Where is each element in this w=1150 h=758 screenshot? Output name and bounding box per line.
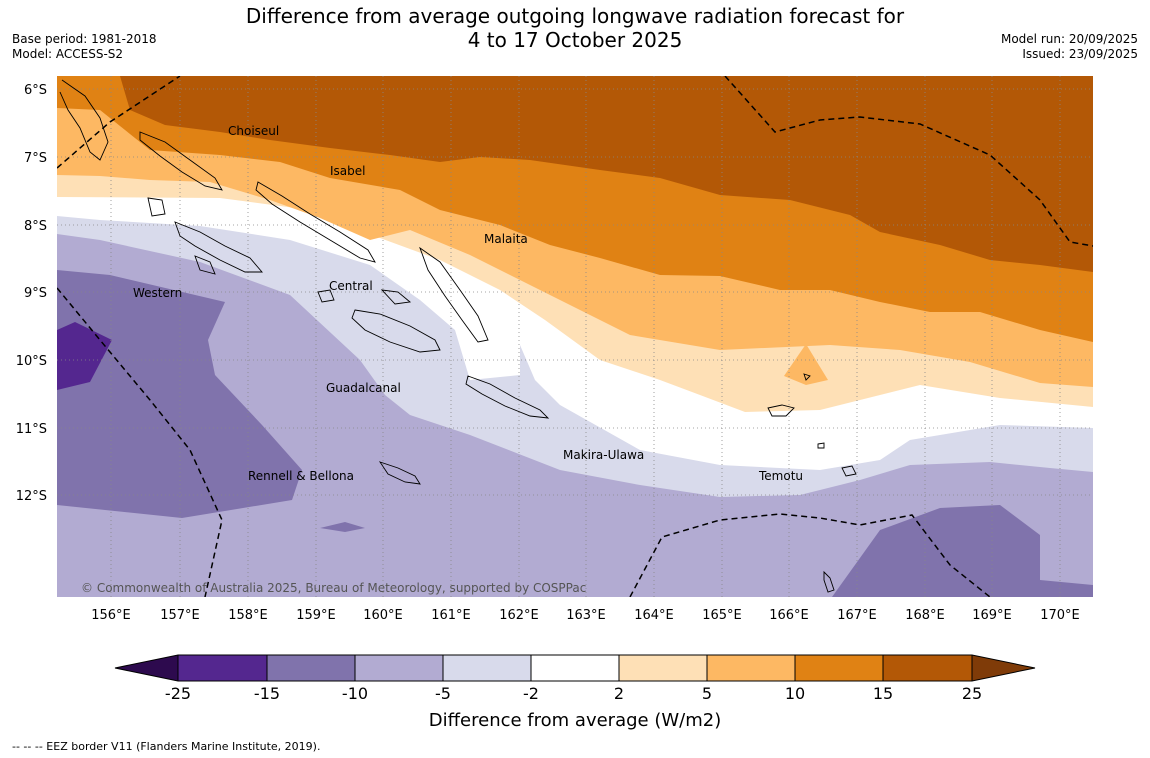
island-tikopia — [841, 465, 857, 477]
region-label-makira-ulawa: Makira-Ulawa — [563, 448, 644, 462]
colorbar-segment — [883, 655, 972, 681]
latitude-labels: 6°S 7°S 8°S 9°S 10°S 11°S 12°S — [16, 83, 47, 504]
island-choiseul — [139, 131, 223, 191]
colorbar-segment — [619, 655, 707, 681]
colorbar-segment — [707, 655, 795, 681]
island-bougainville — [59, 79, 109, 161]
eez-footnote: -- -- -- EEZ border V11 (Flanders Marine… — [12, 740, 321, 753]
band-n15-n10-east — [832, 505, 1093, 597]
island-isabel — [255, 181, 376, 263]
colorbar-segment — [443, 655, 531, 681]
lat-label: 11°S — [16, 422, 47, 437]
colorbar-tick: -2 — [523, 684, 539, 703]
colorbar-tick: 5 — [702, 684, 712, 703]
lon-label: 166°E — [769, 608, 809, 623]
map-area: Choiseul Isabel Malaita Western Central … — [57, 76, 1093, 597]
lat-label: 9°S — [24, 286, 47, 301]
lon-label: 156°E — [91, 608, 131, 623]
island-guadalcanal — [351, 309, 441, 353]
lon-label: 157°E — [160, 608, 200, 623]
region-label-guadalcanal: Guadalcanal — [326, 381, 401, 395]
colorbar-segment — [531, 655, 619, 681]
island-rendova — [194, 255, 216, 275]
colorbar-tick: -15 — [254, 684, 280, 703]
lon-label: 162°E — [499, 608, 539, 623]
coastlines — [59, 79, 857, 593]
island-duff — [803, 373, 811, 381]
island-malaita — [419, 246, 489, 343]
colorbar-tick: 25 — [962, 684, 982, 703]
lon-label: 165°E — [702, 608, 742, 623]
island-anuta — [823, 570, 835, 593]
meta-right: Model run: 20/09/2025 Issued: 23/09/2025 — [1001, 32, 1138, 62]
lat-label: 8°S — [24, 219, 47, 234]
meta-left: Base period: 1981-2018 Model: ACCESS-S2 — [12, 32, 157, 62]
eez-line-north-west — [57, 76, 181, 169]
region-label-western: Western — [133, 286, 182, 300]
band-p15-p25 — [120, 76, 1093, 272]
island-new-georgia — [174, 221, 263, 273]
eez-line-north-east — [724, 76, 1093, 247]
model-name: Model: ACCESS-S2 — [12, 47, 124, 61]
colorbar-tick: 10 — [785, 684, 805, 703]
band-n15-n10-west — [57, 270, 302, 518]
island-makira — [465, 375, 550, 419]
island-russell — [317, 289, 335, 303]
region-label-temotu: Temotu — [758, 469, 803, 483]
lon-label: 169°E — [972, 608, 1012, 623]
lon-label: 160°E — [363, 608, 403, 623]
lon-label: 159°E — [296, 608, 336, 623]
longitude-labels: 156°E 157°E 158°E 159°E 160°E 161°E 162°… — [91, 608, 1080, 623]
copyright-notice: © Commonwealth of Australia 2025, Bureau… — [81, 581, 586, 595]
colorbar-title: Difference from average (W/m2) — [429, 710, 721, 731]
colorbar-segment — [795, 655, 883, 681]
base-period: Base period: 1981-2018 — [12, 32, 157, 46]
colorbar-segment — [355, 655, 443, 681]
island-santa-cruz — [767, 404, 795, 417]
eez-line-south-east — [629, 513, 991, 597]
colorbar-extend-high — [972, 655, 1035, 681]
graticule — [57, 76, 1093, 597]
colorbar-tick: -25 — [165, 684, 191, 703]
colorbar-tick: -5 — [435, 684, 451, 703]
region-label-central: Central — [329, 279, 373, 293]
model-run: Model run: 20/09/2025 — [1000, 32, 1138, 46]
lon-label: 164°E — [634, 608, 674, 623]
island-vella — [147, 197, 166, 217]
lat-label: 7°S — [24, 151, 47, 166]
island-nggela — [380, 289, 412, 305]
lon-label: 167°E — [837, 608, 877, 623]
colorbar-segment — [178, 655, 267, 681]
title-line-1: Difference from average outgoing longwav… — [245, 4, 905, 28]
colorbar-tick: 15 — [873, 684, 893, 703]
band-n15-n10-small — [320, 522, 365, 532]
issued-date: Issued: 23/09/2025 — [1022, 47, 1138, 61]
lon-label: 168°E — [905, 608, 945, 623]
eez-borders — [57, 76, 1093, 597]
colorbar-segment — [267, 655, 355, 681]
chart-title: Difference from average outgoing longwav… — [230, 4, 920, 52]
colorbar-tick: 2 — [614, 684, 624, 703]
lat-label: 10°S — [16, 354, 47, 369]
lon-label: 161°E — [431, 608, 471, 623]
region-label-isabel: Isabel — [330, 164, 365, 178]
region-label-rennell-bellona: Rennell & Bellona — [248, 469, 354, 483]
lat-label: 12°S — [16, 489, 47, 504]
island-rennell — [378, 461, 421, 485]
lon-label: 163°E — [566, 608, 606, 623]
island-vanikoro — [817, 442, 825, 449]
colorbar: -25 -15 -10 -5 -2 2 5 10 15 25 Differenc… — [114, 654, 1036, 731]
lon-label: 170°E — [1040, 608, 1080, 623]
region-label-choiseul: Choiseul — [228, 124, 279, 138]
lat-label: 6°S — [24, 83, 47, 98]
lon-label: 158°E — [228, 608, 268, 623]
region-label-malaita: Malaita — [484, 232, 528, 246]
colorbar-extend-low — [115, 655, 178, 681]
band-p5-p10-patch — [784, 344, 828, 385]
colorbar-tick: -10 — [342, 684, 368, 703]
title-line-2: 4 to 17 October 2025 — [467, 28, 683, 52]
